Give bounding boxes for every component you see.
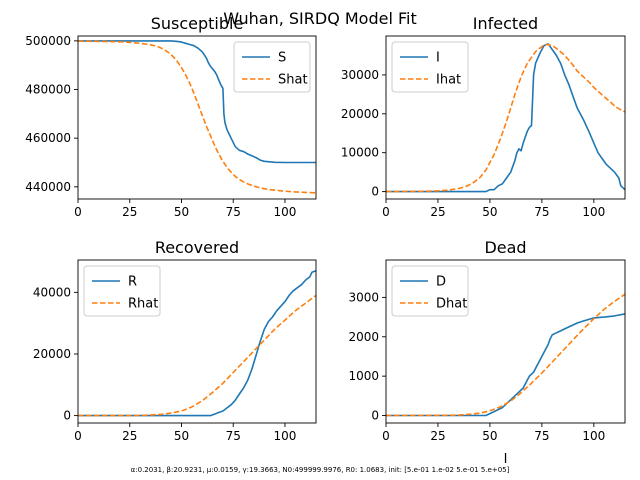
- dead-x-tick-label: 75: [534, 429, 549, 443]
- infected-legend: I Ihat: [391, 41, 469, 93]
- susceptible-y-tick-label: 460000: [25, 131, 71, 145]
- infected-series-i-line: [386, 42, 625, 193]
- dead-y-tick-label: 3000: [348, 290, 379, 304]
- panel-infected: Infected 0 25 50 75 100 0 10000 20000 30000 I Ihat: [341, 14, 626, 219]
- susceptible-legend-label-shat: Shat: [278, 73, 308, 88]
- infected-x-tick-label: 100: [582, 205, 605, 219]
- susceptible-legend-label-s: S: [278, 51, 286, 66]
- infected-x-tick-label: 25: [430, 205, 445, 219]
- infected-title: Infected: [473, 14, 538, 33]
- dead-x-tick-label: 100: [582, 429, 605, 443]
- recovered-y-tick-label: 40000: [33, 285, 71, 299]
- dead-legend-label-dhat: Dhat: [436, 297, 467, 312]
- susceptible-x-tick-label: 100: [274, 205, 297, 219]
- dead-x-tick-label: 25: [430, 429, 445, 443]
- recovered-x-tick-label: 50: [174, 429, 189, 443]
- susceptible-x-tick-label: 50: [174, 205, 189, 219]
- dead-legend: D Dhat: [391, 265, 469, 317]
- panel-susceptible: Susceptible 0 25 50 75 100 440000 460000 480000 5…: [25, 14, 317, 219]
- susceptible-y-tick-label: 440000: [25, 180, 71, 194]
- susceptible-x-tick-label: 75: [226, 205, 241, 219]
- dead-axes-frame: [385, 259, 626, 424]
- susceptible-y-tick-label: 480000: [25, 83, 71, 97]
- infected-x-tick-label: 50: [482, 205, 497, 219]
- susceptible-x-tick-label: 0: [74, 205, 82, 219]
- infected-x-tick-label: 75: [534, 205, 549, 219]
- infected-y-tick-label: 20000: [341, 107, 379, 121]
- recovered-series-rhat-line: [78, 294, 316, 417]
- recovered-legend-label-rhat: Rhat: [128, 297, 158, 312]
- dead-title: Dead: [484, 238, 526, 257]
- recovered-series-r-line: [78, 270, 316, 417]
- dead-x-tick-label: 0: [382, 429, 390, 443]
- susceptible-legend: S Shat: [233, 41, 311, 93]
- susceptible-series-s-line: [78, 40, 316, 164]
- recovered-x-tick-label: 25: [122, 429, 137, 443]
- dead-y-tick-label: 2000: [348, 330, 379, 344]
- recovered-x-tick-label: 100: [274, 429, 297, 443]
- infected-axes-frame: [385, 35, 626, 200]
- susceptible-axes-frame: [77, 35, 317, 200]
- dead-y-tick-label: 0: [371, 409, 379, 423]
- infected-x-tick-label: 0: [382, 205, 390, 219]
- dead-legend-label-d: D: [436, 275, 446, 290]
- dead-series-d-line: [386, 313, 625, 417]
- panel-recovered: Recovered 0 25 50 75 100 0 20000 40000 R Rhat: [33, 238, 317, 443]
- infected-legend-label-ihat: Ihat: [436, 73, 461, 88]
- dead-x-axis-label: I: [504, 452, 508, 467]
- parameter-footnote: α:0.2031, β:20.9231, μ:0.0159, γ:19.3663…: [131, 466, 510, 474]
- susceptible-series-shat-line: [78, 40, 316, 194]
- recovered-title: Recovered: [155, 238, 239, 257]
- recovered-y-tick-label: 20000: [33, 347, 71, 361]
- dead-x-tick-label: 50: [482, 429, 497, 443]
- infected-y-tick-label: 0: [371, 185, 379, 199]
- recovered-x-tick-label: 75: [226, 429, 241, 443]
- susceptible-title: Susceptible: [151, 14, 244, 33]
- susceptible-y-tick-label: 500000: [25, 34, 71, 48]
- recovered-x-tick-label: 0: [74, 429, 82, 443]
- recovered-legend: R Rhat: [83, 265, 161, 317]
- dead-series-dhat-line: [386, 293, 625, 417]
- recovered-y-tick-label: 0: [63, 409, 71, 423]
- susceptible-x-tick-label: 25: [122, 205, 137, 219]
- recovered-legend-label-r: R: [128, 275, 137, 290]
- dead-y-tick-label: 1000: [348, 369, 379, 383]
- recovered-axes-frame: [77, 259, 317, 424]
- infected-y-tick-label: 30000: [341, 68, 379, 82]
- infected-legend-label-i: I: [436, 51, 440, 66]
- infected-y-tick-label: 10000: [341, 146, 379, 160]
- infected-series-ihat-line: [386, 43, 625, 193]
- figure-suptitle: Wuhan, SIRDQ Model Fit: [223, 9, 417, 28]
